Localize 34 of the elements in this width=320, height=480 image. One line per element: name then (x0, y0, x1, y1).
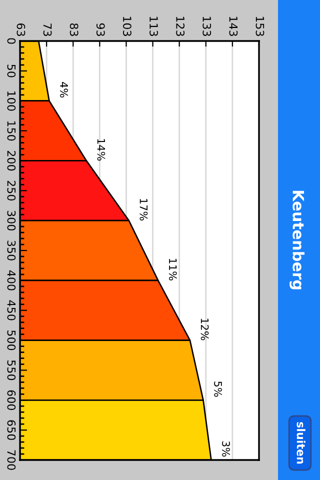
y-tick-label: 550 (7, 360, 16, 380)
x-tick-label: 73 (43, 24, 52, 36)
y-tick-label: 350 (7, 240, 16, 260)
x-tick-label: 113 (150, 16, 158, 36)
y-tick-label: 700 (7, 450, 16, 470)
y-tick-label: 400 (7, 270, 16, 290)
y-tick-label: 100 (7, 91, 16, 111)
annotation: 12% (200, 318, 209, 340)
annotation: 11% (168, 258, 177, 280)
annotation: 14% (97, 139, 106, 161)
y-tick-label: 150 (7, 121, 16, 141)
annotation: 3% (222, 441, 230, 457)
x-tick-label: 123 (176, 16, 185, 36)
y-tick-label: 450 (7, 300, 16, 320)
x-tick-label: 133 (202, 16, 212, 36)
y-tick-label: 50 (7, 64, 16, 78)
x-tick-label: 153 (256, 16, 264, 36)
x-tick-label: 103 (123, 16, 132, 36)
y-tick-label: 300 (7, 210, 16, 230)
annotation: 4% (60, 82, 68, 98)
annotation: 5% (214, 382, 222, 397)
y-tick-label: 200 (7, 150, 16, 171)
y-tick-label: 600 (7, 390, 16, 410)
x-tick-label: 83 (70, 23, 78, 36)
annotation: 17% (140, 199, 148, 220)
y-tick-label: 650 (7, 420, 16, 440)
text: Keutenberg (290, 190, 304, 290)
text: sluiten (296, 422, 306, 464)
x-tick-label: 63 (16, 23, 26, 36)
y-tick-label: 500 (7, 330, 16, 350)
x-tick-label: 143 (229, 16, 238, 36)
y-tick-label: 250 (7, 180, 16, 201)
y-tick-label: 0 (7, 38, 16, 44)
x-tick-label: 93 (96, 23, 105, 36)
